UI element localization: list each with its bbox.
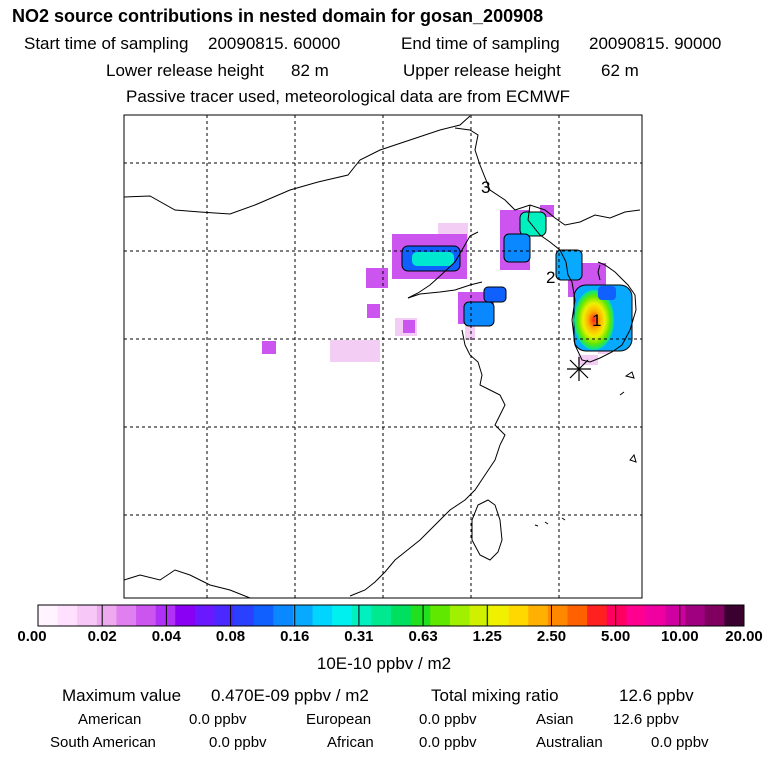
- start-time-value: 20090815. 60000: [208, 34, 341, 53]
- page-title: NO2 source contributions in nested domai…: [12, 6, 544, 26]
- colorbar-tick-label: 0.00: [17, 628, 47, 645]
- south-american-value: 0.0 ppbv: [209, 734, 267, 751]
- european-value: 0.0 ppbv: [419, 711, 477, 728]
- colorbar-tick-label: 0.04: [151, 628, 181, 645]
- colorbar-tick-label: 10.00: [661, 628, 699, 645]
- european-label: European: [306, 711, 372, 728]
- colorbar-swatch: [214, 605, 235, 626]
- total-mixing-value: 12.6 ppbv: [619, 686, 694, 705]
- colorbar-swatch: [38, 605, 59, 626]
- colorbar-swatch: [449, 605, 470, 626]
- colorbar-swatch: [704, 605, 725, 626]
- colorbar-swatch: [724, 605, 745, 626]
- lat-lon-grid: [124, 115, 642, 598]
- colorbar-swatch: [469, 605, 490, 626]
- colorbar-tick-label: 1.25: [472, 628, 502, 645]
- colorbar-swatch: [332, 605, 353, 626]
- colorbar-swatch: [665, 605, 686, 626]
- colorbar-swatch: [312, 605, 333, 626]
- colorbar-unit: 10E-10 ppbv / m2: [316, 654, 452, 673]
- african-value: 0.0 ppbv: [419, 734, 477, 751]
- high-concentration-plume: [401, 211, 633, 352]
- colorbar-swatch: [77, 605, 98, 626]
- colorbar-swatch: [136, 605, 157, 626]
- colorbar-swatch: [626, 605, 647, 626]
- upper-release-value: 62 m: [601, 61, 639, 80]
- colorbar-swatch: [489, 605, 510, 626]
- australian-value: 0.0 ppbv: [651, 734, 709, 751]
- colorbar-swatch: [57, 605, 78, 626]
- upper-release-label: Upper release height: [403, 61, 561, 80]
- colorbar-tick-label: 20.00: [725, 628, 763, 645]
- colorbar-swatch: [234, 605, 255, 626]
- colorbar-swatch: [292, 605, 314, 626]
- colorbar-swatch: [175, 605, 196, 626]
- african-label: African: [327, 734, 374, 751]
- colorbar-swatch: [273, 605, 294, 626]
- colorbar-swatch: [253, 605, 274, 626]
- colorbar-swatch: [645, 605, 667, 626]
- american-value: 0.0 ppbv: [189, 711, 247, 728]
- region-label-1: 1: [592, 311, 601, 330]
- end-time-value: 20090815. 90000: [589, 34, 722, 53]
- colorbar: [37, 604, 745, 627]
- region-label-3: 3: [481, 178, 490, 197]
- colorbar-tick-label: 0.63: [408, 628, 438, 645]
- colorbar-swatch: [587, 605, 608, 626]
- american-label: American: [78, 711, 142, 728]
- colorbar-swatch: [508, 605, 529, 626]
- colorbar-swatch: [547, 605, 568, 626]
- end-time-label: End time of sampling: [401, 34, 560, 53]
- colorbar-tick-label: 5.00: [601, 628, 631, 645]
- lower-release-value: 82 m: [291, 61, 329, 80]
- asian-value: 12.6 ppbv: [613, 711, 679, 728]
- total-mixing-label: Total mixing ratio: [431, 686, 559, 705]
- colorbar-swatch: [116, 605, 137, 626]
- colorbar-tick-label: 0.16: [280, 628, 310, 645]
- south-american-label: South American: [50, 734, 156, 751]
- colorbar-swatch: [606, 605, 627, 626]
- colorbar-swatch: [194, 605, 215, 626]
- coastline: [124, 115, 641, 598]
- max-value: 0.470E-09 ppbv / m2: [211, 686, 369, 705]
- colorbar-swatch: [155, 605, 176, 626]
- colorbar-swatch: [351, 605, 372, 626]
- receptor-asterisk-icon: [567, 357, 591, 381]
- colorbar-tick-label: 0.02: [87, 628, 117, 645]
- colorbar-tick-label: 2.50: [536, 628, 567, 645]
- colorbar-tick-label: 0.08: [215, 628, 246, 645]
- colorbar-tick-label: 0.31: [344, 628, 374, 645]
- colorbar-swatch: [685, 605, 706, 626]
- tracer-note: Passive tracer used, meteorological data…: [126, 87, 571, 106]
- map-frame: [123, 114, 643, 599]
- asian-label: Asian: [536, 711, 574, 728]
- colorbar-swatch: [96, 605, 117, 626]
- max-value-label: Maximum value: [62, 686, 182, 705]
- colorbar-swatch: [528, 605, 549, 626]
- lower-release-label: Lower release height: [106, 61, 264, 80]
- australian-label: Australian: [536, 734, 603, 751]
- colorbar-swatch: [371, 605, 392, 626]
- colorbar-swatch: [391, 605, 412, 626]
- colorbar-swatch: [410, 605, 431, 626]
- colorbar-swatch: [567, 605, 588, 626]
- region-label-2: 2: [546, 268, 555, 287]
- start-time-label: Start time of sampling: [24, 34, 189, 53]
- colorbar-swatch: [430, 605, 451, 626]
